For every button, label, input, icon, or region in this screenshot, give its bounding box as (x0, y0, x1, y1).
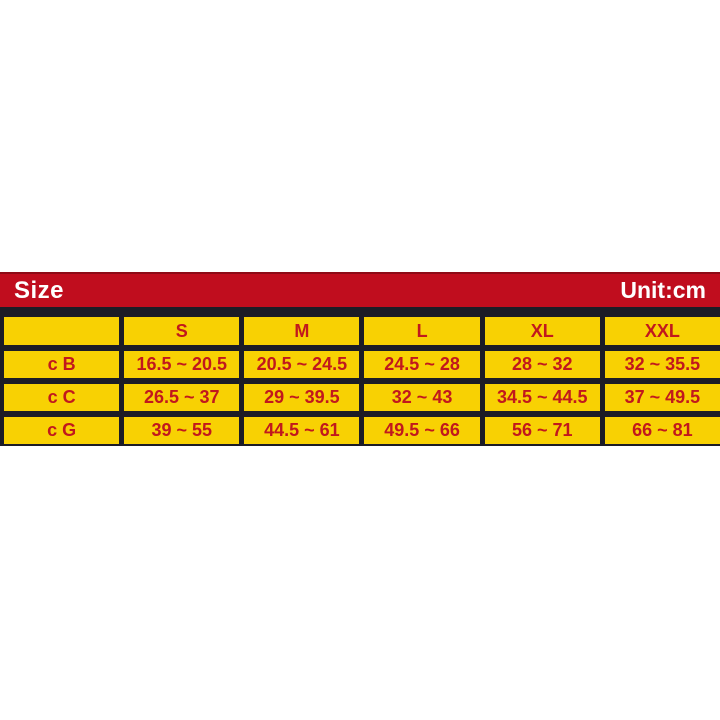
size-table: S M L XL XXL c B 16.5 ~ 20.5 20.5 ~ 24.5… (0, 307, 720, 446)
size-cell: 32 ~ 43 (364, 384, 480, 411)
row-label: c B (4, 351, 120, 378)
row-label: c C (4, 384, 120, 411)
size-cell: 44.5 ~ 61 (244, 417, 360, 444)
size-cell: 20.5 ~ 24.5 (244, 351, 360, 378)
size-title: Size (14, 276, 65, 304)
col-header-m: M (244, 317, 360, 345)
col-header-xxl: XXL (604, 317, 720, 345)
size-cell: 66 ~ 81 (604, 417, 720, 444)
col-header-xl: XL (484, 317, 600, 345)
size-cell: 26.5 ~ 37 (124, 384, 240, 411)
size-cell: 49.5 ~ 66 (364, 417, 480, 444)
size-cell: 32 ~ 35.5 (604, 351, 720, 378)
size-cell: 34.5 ~ 44.5 (484, 384, 600, 411)
corner-cell (4, 317, 120, 345)
col-header-l: L (364, 317, 480, 345)
size-chart-title-bar: Size Unit:cm (0, 272, 720, 307)
size-cell: 56 ~ 71 (484, 417, 600, 444)
size-table-grid: S M L XL XXL c B 16.5 ~ 20.5 20.5 ~ 24.5… (4, 317, 720, 444)
unit-label: Unit:cm (620, 277, 706, 303)
size-cell: 16.5 ~ 20.5 (124, 351, 240, 378)
size-cell: 24.5 ~ 28 (364, 351, 480, 378)
size-cell: 39 ~ 55 (124, 417, 240, 444)
row-label: c G (4, 417, 120, 444)
size-cell: 28 ~ 32 (484, 351, 600, 378)
size-cell: 29 ~ 39.5 (244, 384, 360, 411)
size-cell: 37 ~ 49.5 (604, 384, 720, 411)
col-header-s: S (124, 317, 240, 345)
